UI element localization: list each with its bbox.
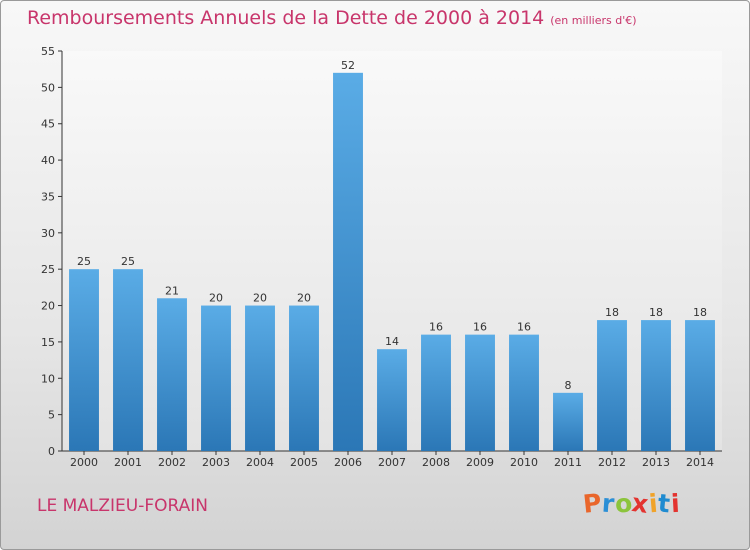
x-tick-label-2014: 2014	[686, 456, 714, 469]
data-label-2001: 25	[121, 255, 135, 268]
data-label-2009: 16	[473, 321, 487, 334]
y-tick-label: 45	[41, 118, 55, 131]
bar-2011	[553, 392, 583, 451]
bar-2012	[597, 320, 627, 451]
y-tick-label: 30	[41, 227, 55, 240]
y-tick-label: 40	[41, 154, 55, 167]
x-tick-label-2000: 2000	[70, 456, 98, 469]
data-label-2005: 20	[297, 292, 311, 305]
x-tick-label-2013: 2013	[642, 456, 670, 469]
chart-title-main: Remboursements Annuels de la Dette de 20…	[27, 7, 545, 29]
bar-2014	[685, 320, 715, 451]
bar-2003	[201, 305, 231, 451]
y-tick-label: 35	[41, 190, 55, 203]
x-tick-label-2012: 2012	[598, 456, 626, 469]
proxiti-logo: Proxiti	[581, 488, 681, 519]
data-label-2011: 8	[565, 379, 572, 392]
x-tick-label-2011: 2011	[554, 456, 582, 469]
bar-2008	[421, 334, 451, 451]
data-label-2010: 16	[517, 321, 531, 334]
data-label-2014: 18	[693, 306, 707, 319]
x-tick-label-2005: 2005	[290, 456, 318, 469]
y-tick-label: 15	[41, 336, 55, 349]
data-label-2006: 52	[341, 59, 355, 72]
y-tick-label: 20	[41, 300, 55, 313]
x-tick-label-2010: 2010	[510, 456, 538, 469]
x-tick-label-2001: 2001	[114, 456, 142, 469]
chart-title: Remboursements Annuels de la Dette de 20…	[27, 7, 637, 29]
y-tick-label: 25	[41, 263, 55, 276]
data-label-2013: 18	[649, 306, 663, 319]
x-tick-label-2003: 2003	[202, 456, 230, 469]
bar-2004	[245, 305, 275, 451]
data-label-2002: 21	[165, 284, 179, 297]
bar-2010	[509, 334, 539, 451]
chart-title-unit: (en milliers d'€)	[550, 14, 637, 27]
y-tick-label: 50	[41, 81, 55, 94]
data-label-2008: 16	[429, 321, 443, 334]
x-tick-label-2008: 2008	[422, 456, 450, 469]
logo-letter: P	[581, 488, 604, 519]
x-tick-label-2004: 2004	[246, 456, 274, 469]
data-label-2000: 25	[77, 255, 91, 268]
bar-2007	[377, 349, 407, 451]
y-tick-label: 0	[48, 445, 55, 458]
x-tick-label-2009: 2009	[466, 456, 494, 469]
y-tick-label: 10	[41, 372, 55, 385]
x-tick-label-2006: 2006	[334, 456, 362, 469]
data-label-2007: 14	[385, 335, 399, 348]
bar-2013	[641, 320, 671, 451]
bar-2005	[289, 305, 319, 451]
bar-2009	[465, 334, 495, 451]
bar-2000	[69, 269, 99, 451]
logo-letter: i	[669, 488, 681, 519]
bar-2001	[113, 269, 143, 451]
data-label-2012: 18	[605, 306, 619, 319]
y-tick-label: 5	[48, 409, 55, 422]
data-label-2003: 20	[209, 292, 223, 305]
bar-2006	[333, 72, 363, 452]
commune-name: LE MALZIEU-FORAIN	[37, 496, 209, 516]
y-tick-label: 55	[41, 45, 55, 58]
x-tick-label-2007: 2007	[378, 456, 406, 469]
data-label-2004: 20	[253, 292, 267, 305]
x-tick-label-2002: 2002	[158, 456, 186, 469]
bar-2002	[157, 298, 187, 451]
